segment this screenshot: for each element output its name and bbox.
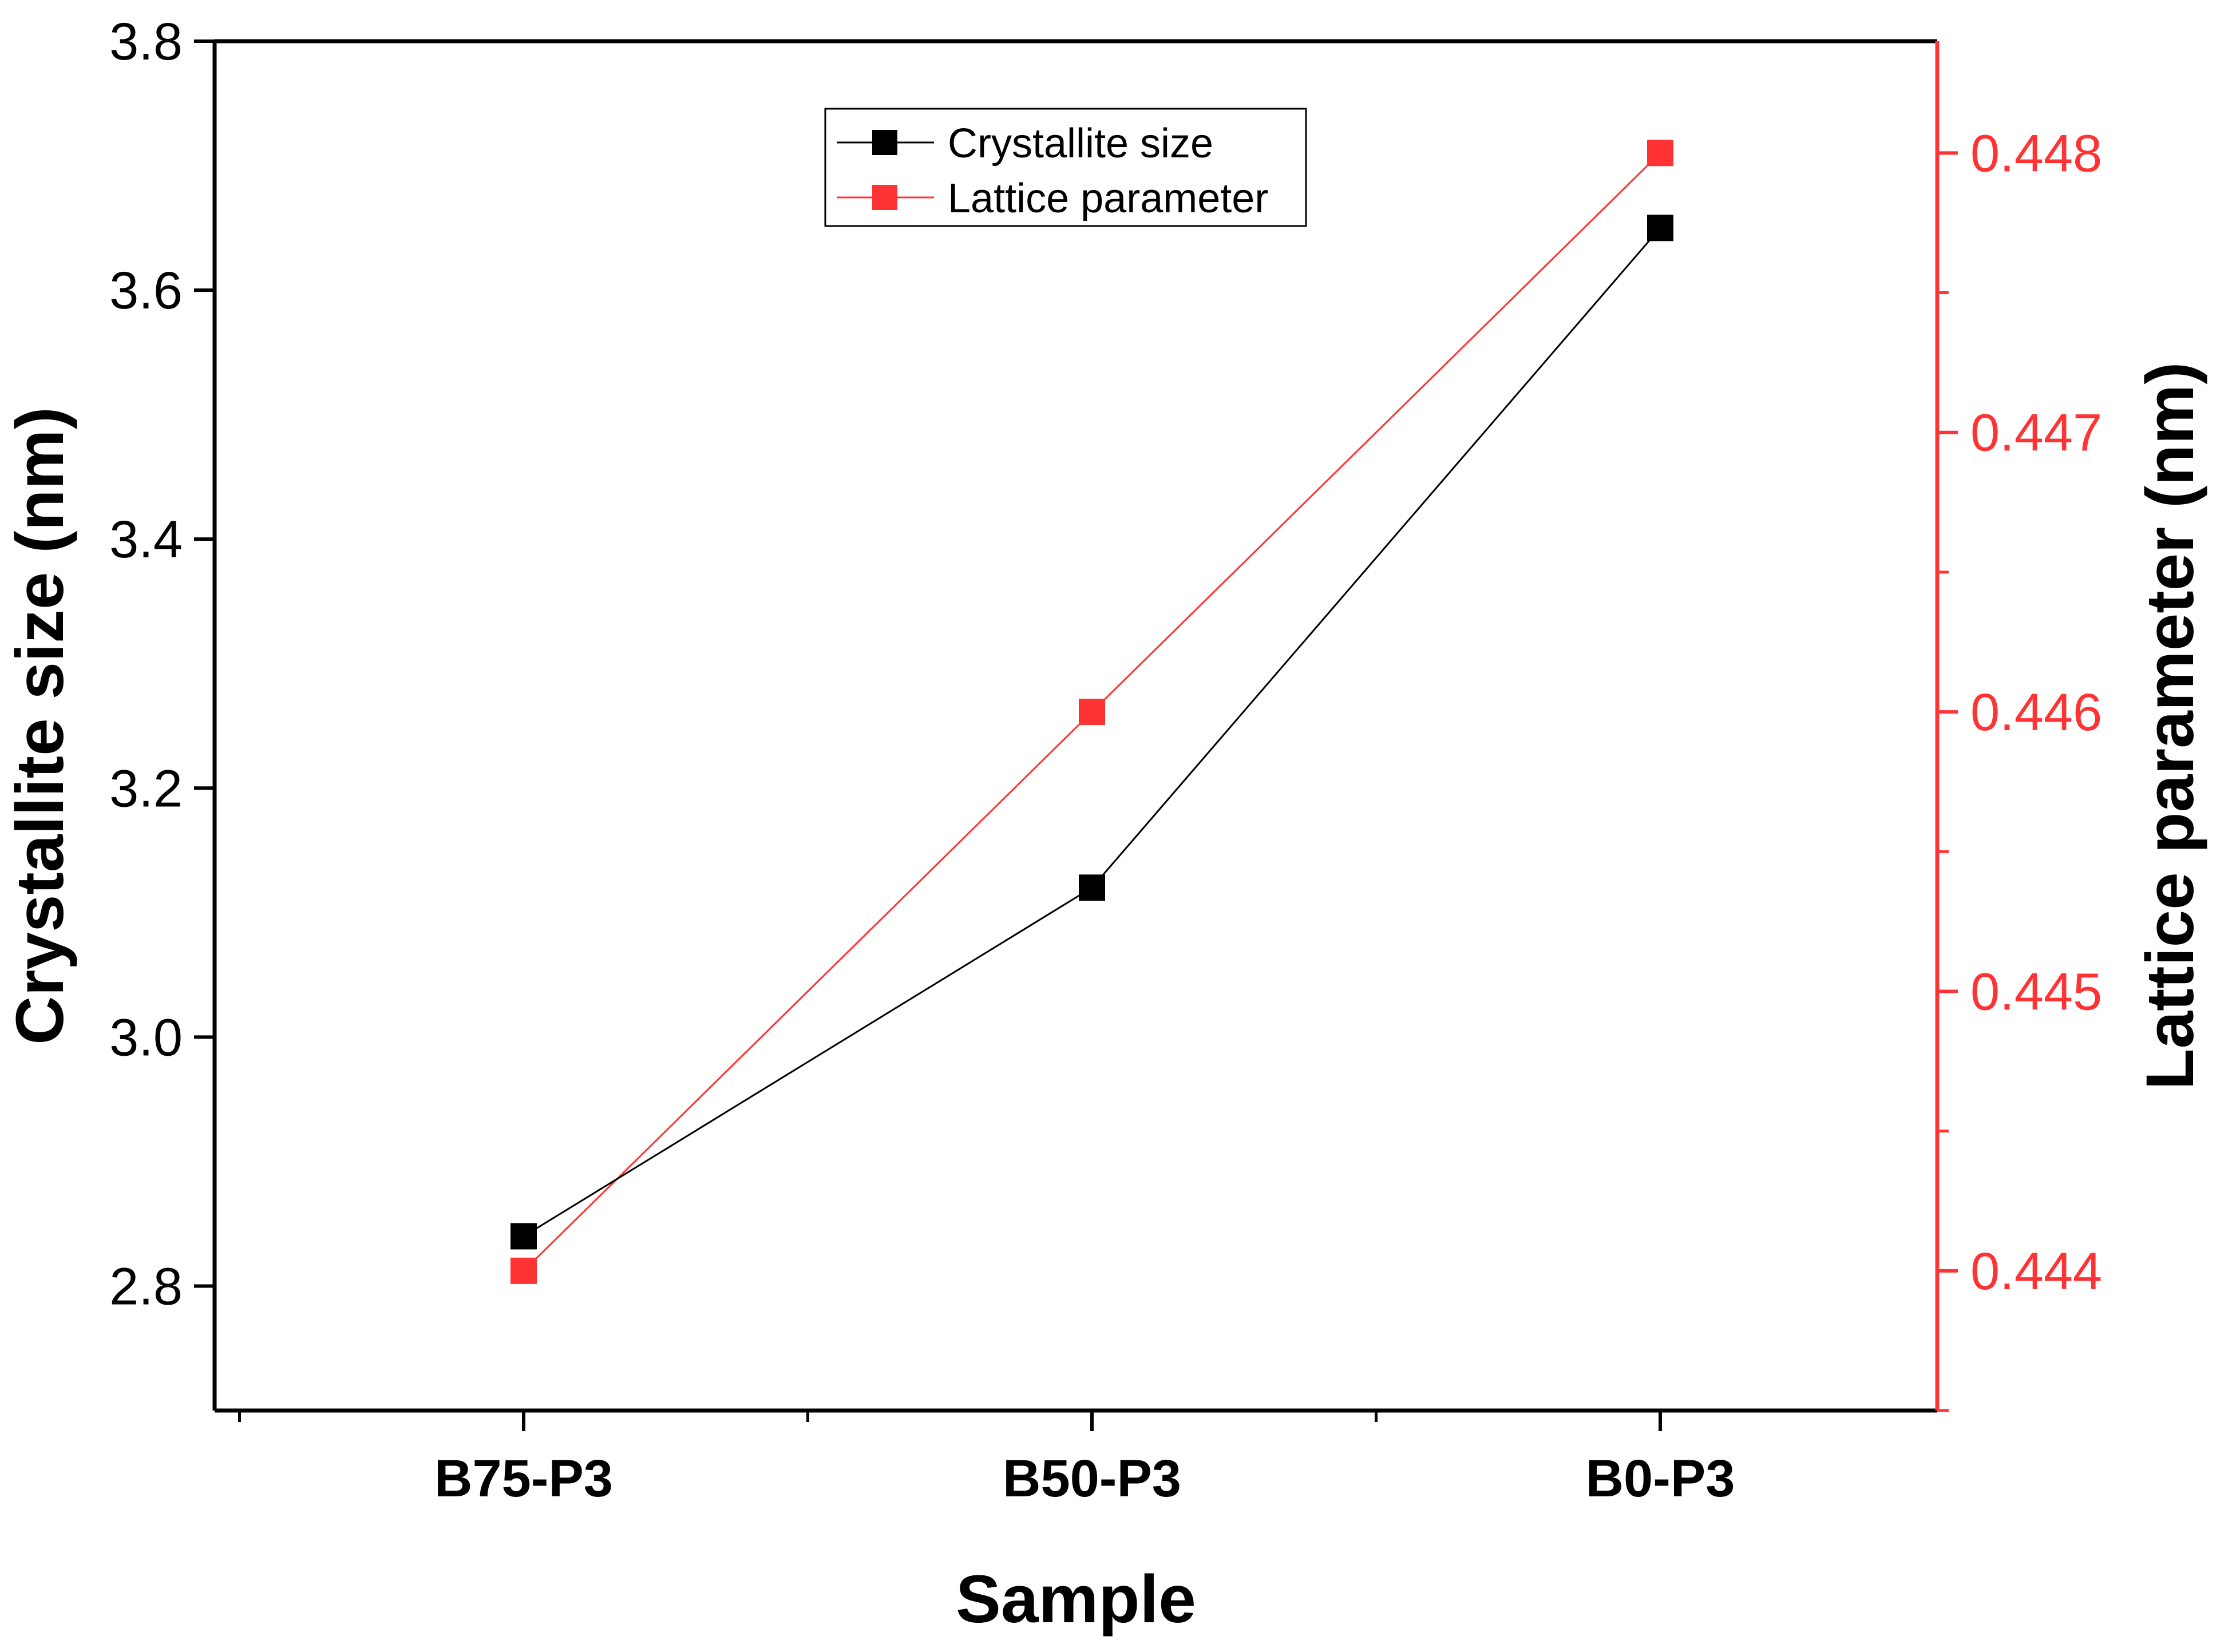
y-axis-right-title: Lattice parameter (nm) [2132,362,2208,1090]
y-left-tick-label: 3.6 [109,262,183,320]
y-left-tick-label: 3.8 [109,13,183,71]
y-right-tick-label: 0.446 [1970,683,2102,742]
data-point-series-0 [1079,874,1105,901]
x-axis-title: Sample [956,1562,1196,1637]
y-left-tick-label: 3.2 [109,759,183,818]
data-point-series-1 [1647,140,1673,167]
y-right-tick-label: 0.445 [1970,962,2102,1021]
y-axis-right-ticks: 0.444 0.445 0.446 0.447 0.448 [1937,124,2102,1412]
data-point-series-0 [510,1223,537,1250]
data-point-series-1 [510,1257,537,1284]
data-point-series-0 [1647,215,1673,241]
data-point-series-1 [1079,699,1105,726]
y-right-tick-label: 0.447 [1970,404,2102,462]
legend-box [824,108,1307,227]
legend-marker-crystallite-size [872,130,897,155]
y-left-tick-label: 2.8 [109,1257,183,1316]
legend-marker-lattice-parameter [872,185,897,210]
legend-label-crystallite-size: Crystallite size [948,121,1213,167]
legend-label-lattice-parameter: Lattice parameter [948,176,1268,221]
y-right-tick-label: 0.444 [1970,1242,2102,1301]
x-tick-label: B0-P3 [1586,1449,1735,1508]
x-axis-ticks: B75-P3 B50-P3 B0-P3 [238,1411,1735,1508]
x-tick-label: B50-P3 [1003,1449,1181,1508]
series-layer [510,140,1673,1284]
legend: Crystallite size Lattice parameter [824,108,1307,227]
y-axis-left-ticks: 2.8 3.0 3.2 3.4 3.6 3.8 [109,13,215,1316]
y-left-tick-label: 3.4 [109,510,183,569]
y-left-tick-label: 3.0 [109,1008,183,1067]
x-tick-label: B75-P3 [434,1449,613,1508]
y-right-tick-label: 0.448 [1970,124,2102,183]
y-axis-left-title: Crystallite size (nm) [2,407,78,1045]
series-line-0 [523,227,1661,1237]
